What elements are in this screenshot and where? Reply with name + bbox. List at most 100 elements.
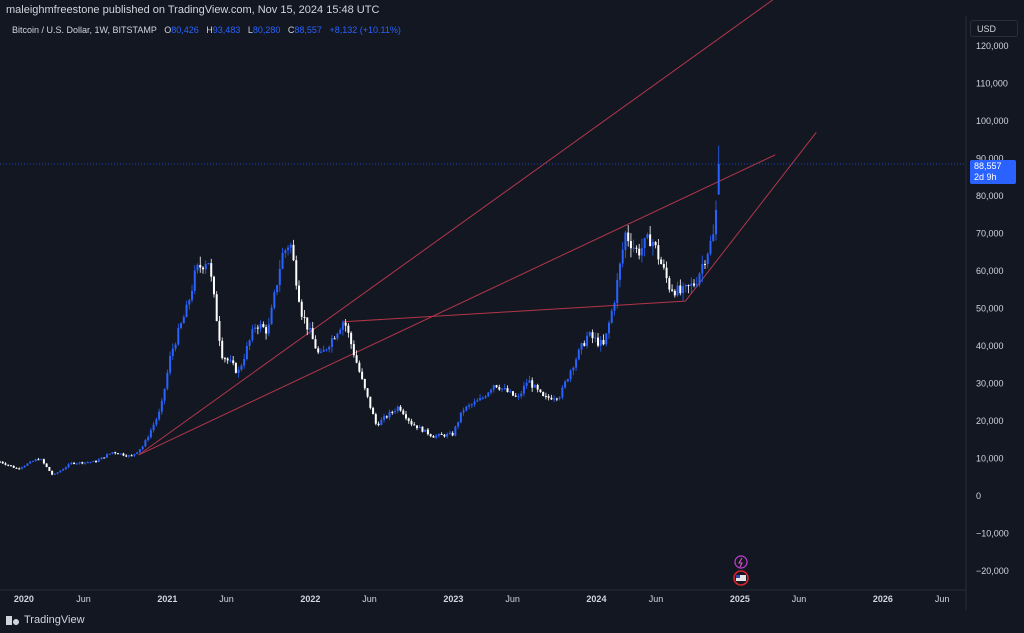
- candle-body: [396, 406, 399, 412]
- candle-body: [544, 395, 547, 397]
- candle-body: [465, 406, 468, 411]
- candle-body: [561, 387, 564, 398]
- candle-body: [470, 404, 473, 406]
- candle-body: [660, 259, 663, 265]
- candle-body: [484, 396, 487, 398]
- candle-body: [679, 285, 682, 294]
- candle-body: [531, 380, 534, 388]
- candle-body: [640, 248, 643, 256]
- flag-glyph-canton: [736, 575, 740, 578]
- candle-body: [298, 285, 301, 302]
- candle-body: [251, 328, 254, 341]
- price-tick-label: 120,000: [976, 41, 1009, 51]
- candle-body: [572, 367, 575, 371]
- candle-body: [265, 327, 268, 334]
- time-axis-labels[interactable]: 2020 Jun 2021 Jun 2022 Jun 2023 Jun 2024 Jun 2025 J…: [14, 594, 949, 604]
- price-axis-labels[interactable]: 120,000 110,000 100,000 90,000 80,000 70,000 6…: [976, 41, 1009, 576]
- candle-body: [243, 359, 246, 366]
- candle-body: [693, 283, 696, 286]
- time-tick-label: Jun: [76, 594, 91, 604]
- candle-body: [361, 371, 364, 380]
- candle-body: [149, 430, 152, 438]
- candle-body: [303, 316, 306, 318]
- candle-body: [616, 279, 619, 304]
- candle-body: [495, 385, 498, 388]
- candle-body: [330, 338, 333, 347]
- price-tick-label: 0: [976, 491, 981, 501]
- low-value: 80,280: [252, 25, 281, 35]
- candle-body: [163, 388, 166, 401]
- candle-body: [100, 457, 103, 460]
- candle-body: [539, 389, 542, 392]
- candle-body: [673, 290, 676, 296]
- candle-body: [221, 340, 224, 359]
- candle-body: [533, 385, 536, 388]
- trendline-1[interactable]: [138, 0, 787, 456]
- last-price-value: 88,557: [974, 161, 1002, 171]
- candle-body: [95, 460, 98, 462]
- candle-body: [698, 273, 701, 285]
- candle-body: [712, 234, 715, 241]
- candle-body: [569, 370, 572, 380]
- candle-body: [215, 294, 218, 322]
- candle-body: [498, 387, 501, 390]
- trendline-2[interactable]: [138, 154, 776, 456]
- trendlines[interactable]: [138, 0, 817, 456]
- candle-body: [457, 422, 460, 427]
- candle-body: [435, 435, 438, 438]
- candlestick-series[interactable]: [0, 145, 720, 476]
- candle-body: [270, 307, 273, 325]
- candle-body: [651, 242, 654, 247]
- candle-body: [459, 412, 462, 423]
- candle-body: [295, 260, 298, 286]
- last-price-tag: 88,557 2d 9h: [970, 160, 1016, 184]
- candle-body: [558, 397, 561, 399]
- candle-body: [410, 420, 413, 425]
- candle-body: [635, 247, 638, 249]
- candle-body: [451, 432, 454, 436]
- symbol-title[interactable]: Bitcoin / U.S. Dollar, 1W, BITSTAMP: [12, 25, 157, 35]
- candle-body: [550, 397, 553, 400]
- candle-body: [125, 455, 128, 457]
- lightning-icon[interactable]: [734, 555, 748, 569]
- symbol-legend[interactable]: Bitcoin / U.S. Dollar, 1W, BITSTAMP O80,…: [12, 25, 401, 35]
- candle-body: [59, 470, 62, 473]
- candle-body: [503, 388, 506, 390]
- candle-body: [147, 437, 150, 441]
- event-markers[interactable]: [733, 555, 749, 586]
- candle-body: [116, 453, 119, 455]
- candle-body: [388, 411, 391, 418]
- time-tick-label: Jun: [935, 594, 950, 604]
- trendline-3[interactable]: [342, 131, 817, 323]
- candle-body: [325, 349, 328, 351]
- flag-glyph: [736, 575, 746, 581]
- candle-body: [133, 453, 136, 456]
- candle-body: [618, 263, 621, 280]
- price-tick-label: 80,000: [976, 191, 1004, 201]
- candle-body: [37, 459, 40, 461]
- candle-body: [317, 348, 320, 353]
- candle-body: [182, 317, 185, 324]
- candle-body: [34, 459, 37, 462]
- candle-body: [160, 400, 163, 412]
- tradingview-logo[interactable]: TradingView: [6, 614, 85, 626]
- candle-body: [682, 286, 685, 294]
- price-tick-label: 40,000: [976, 341, 1004, 351]
- candle-body: [287, 247, 290, 251]
- candle-body: [394, 411, 397, 413]
- candle-body: [613, 303, 616, 311]
- candle-body: [336, 333, 339, 339]
- candle-body: [522, 385, 525, 394]
- candle-body: [662, 264, 665, 268]
- time-tick-label: Jun: [792, 594, 807, 604]
- currency-selector[interactable]: USD: [970, 20, 1018, 37]
- candle-body: [566, 379, 569, 382]
- candle-body: [92, 460, 95, 463]
- candle-body: [487, 392, 490, 397]
- time-tick-label: 2022: [300, 594, 320, 604]
- candle-body: [281, 253, 284, 269]
- candle-body: [690, 283, 693, 286]
- time-tick-label: Jun: [219, 594, 234, 604]
- candle-body: [377, 423, 380, 426]
